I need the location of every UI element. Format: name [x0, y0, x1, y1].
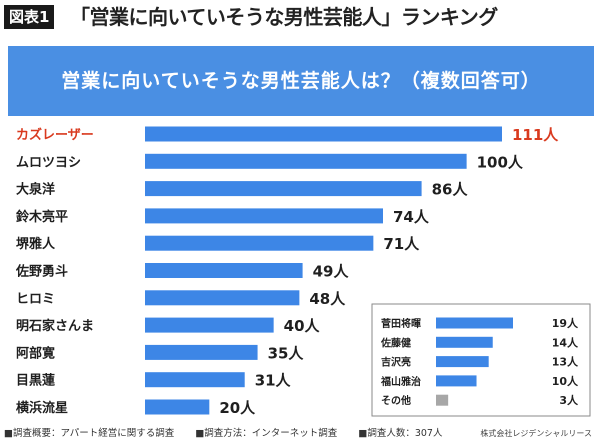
footer-credit: 株式会社レジデンシャルリース: [480, 429, 592, 438]
category-label: ヒロミ: [16, 292, 55, 307]
category-label: カズレーザー: [16, 127, 94, 143]
inset-value-label: 10人: [552, 374, 579, 388]
inset-bar-item-3: [436, 356, 489, 368]
value-label: 20人: [219, 399, 256, 417]
value-label: 35人: [268, 344, 305, 362]
value-label: 100人: [477, 153, 524, 171]
bar-item-10: [145, 372, 245, 388]
inset-category-label: 吉沢亮: [381, 356, 411, 369]
bar-item-11: [145, 399, 210, 415]
bar-item-6: [145, 263, 303, 278]
category-label: ムロツヨシ: [16, 155, 81, 170]
value-label: 71人: [383, 235, 420, 253]
inset-bar-item-1: [436, 317, 513, 329]
category-label: 佐野勇斗: [15, 264, 68, 280]
inset-value-label: 14人: [552, 335, 579, 349]
value-label: 40人: [284, 317, 321, 335]
value-label: 74人: [393, 208, 430, 226]
bar-item-7: [145, 290, 300, 306]
inset-bar-item-5: [436, 394, 449, 406]
value-label: 86人: [432, 181, 469, 199]
bar-item-9: [145, 344, 258, 360]
category-label: 大泉洋: [16, 182, 55, 198]
value-label: 111人: [512, 126, 559, 144]
bar-item-2: [145, 153, 467, 169]
value-label: 49人: [313, 263, 350, 281]
inset-category-label: 佐藤健: [380, 336, 411, 349]
inset-value-label: 13人: [552, 355, 579, 369]
inset-category-label: 福山雅治: [380, 375, 421, 388]
value-label: 48人: [309, 290, 346, 308]
bar-item-8: [145, 317, 274, 333]
footer-survey-summary: ■調査概要：アパート経営に関する調査: [4, 428, 175, 439]
bar-item-1: [145, 126, 502, 142]
figure-badge: 図表1: [4, 5, 55, 29]
inset-bar-item-4: [436, 375, 477, 387]
footer-respondents: ■調査人数：307人: [358, 428, 443, 439]
category-label: 目黒蓮: [16, 373, 55, 389]
question-banner: 営業に向いていそうな男性芸能人は？（複数回答可）: [8, 46, 594, 116]
value-label: 31人: [255, 372, 292, 390]
figure-header: 図表1 「営業に向いていそうな男性芸能人」ランキング: [0, 0, 600, 34]
bar-item-4: [145, 208, 383, 224]
category-label: 横浜流星: [16, 400, 68, 416]
bar-item-3: [145, 181, 422, 197]
inset-value-label: 19人: [552, 316, 579, 330]
question-text: 営業に向いていそうな男性芸能人は？（複数回答可）: [61, 70, 541, 92]
footer: ■調査概要：アパート経営に関する調査 ■調査方法：インターネット調査 ■調査人数…: [4, 426, 598, 442]
inset-category-label: その他: [381, 394, 411, 407]
inset-value-label: 3人: [559, 393, 579, 407]
footer-survey-method: ■調査方法：インターネット調査: [195, 428, 338, 439]
category-label: 阿部寛: [16, 345, 55, 361]
inset-category-label: 菅田将暉: [381, 317, 421, 330]
category-label: 鈴木亮平: [16, 209, 68, 225]
category-label: 明石家さんま: [16, 318, 94, 334]
figure-title: 「営業に向いていそうな男性芸能人」ランキング: [70, 5, 498, 29]
inset-bar-item-2: [436, 336, 493, 348]
bar-item-5: [145, 235, 374, 251]
category-label: 堺雅人: [16, 236, 56, 252]
